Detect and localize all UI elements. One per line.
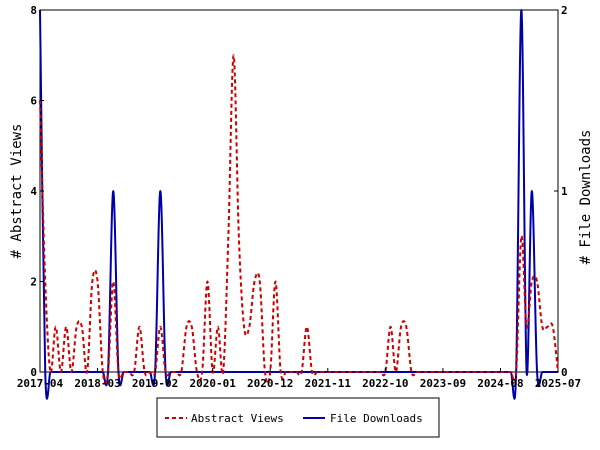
y-axis-title-right: # File Downloads <box>578 130 594 265</box>
y-tick-label-left: 0 <box>30 366 37 379</box>
y-tick-label-right: 0 <box>561 366 568 379</box>
x-tick-label: 2025-07 <box>535 377 581 390</box>
x-tick-label: 2019-02 <box>132 377 178 390</box>
y-axis-title-left: # Abstract Views <box>9 124 25 259</box>
legend-label-abstract-views: Abstract Views <box>191 412 284 425</box>
y-tick-label-right: 2 <box>561 4 568 17</box>
x-tick-label: 2017-04 <box>17 377 64 390</box>
y-tick-label-right: 1 <box>561 185 568 198</box>
x-tick-label: 2020-01 <box>189 377 236 390</box>
y-tick-label-left: 8 <box>30 4 37 17</box>
x-tick-label: 2022-10 <box>362 377 408 390</box>
x-tick-label: 2020-12 <box>247 377 293 390</box>
y-tick-label-left: 4 <box>30 185 37 198</box>
series-line-file-downloads <box>39 8 558 400</box>
series-line-abstract-views <box>39 54 559 385</box>
legend-box <box>156 397 440 438</box>
y-tick-label-left: 2 <box>30 276 37 289</box>
x-tick-label: 2021-11 <box>305 377 352 390</box>
x-tick-label: 2018-03 <box>74 377 120 390</box>
x-tick-label: 2023-09 <box>420 377 466 390</box>
legend-label-file-downloads: File Downloads <box>330 412 423 425</box>
ticks-layer: 0 2 4 6 8 0 1 2 2017-04 2018-03 2019-02 2020-01 2020… <box>17 4 581 390</box>
x-tick-label: 2024-08 <box>477 377 523 390</box>
y-tick-label-left: 6 <box>30 95 37 108</box>
legend: Abstract Views File Downloads <box>156 397 440 438</box>
series-layer <box>39 8 559 400</box>
plot-frame <box>39 9 559 373</box>
